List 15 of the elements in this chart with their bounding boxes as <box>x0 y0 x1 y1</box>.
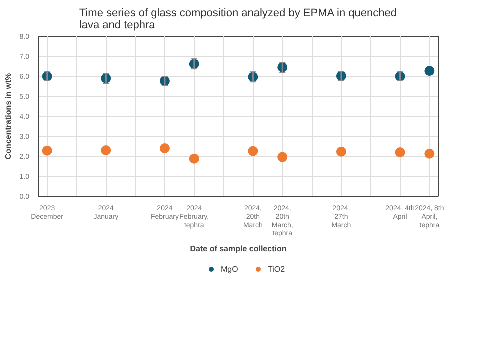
legend-label: MgO <box>221 264 240 274</box>
point <box>395 148 406 158</box>
point <box>248 146 258 156</box>
legend-label: TiO2 <box>268 264 286 274</box>
point <box>160 144 170 154</box>
point <box>278 152 288 162</box>
point <box>42 146 52 156</box>
y-axis-title: Concentrations in wt% <box>4 73 13 160</box>
point <box>189 154 200 164</box>
point <box>424 66 435 76</box>
point <box>424 148 435 159</box>
point <box>336 146 346 157</box>
point <box>101 146 112 156</box>
chart-title: Time series of glass composition analyzed by EPMA in quenched lava and tephra <box>79 8 397 32</box>
x-axis-title: Date of sample collection <box>190 244 287 254</box>
